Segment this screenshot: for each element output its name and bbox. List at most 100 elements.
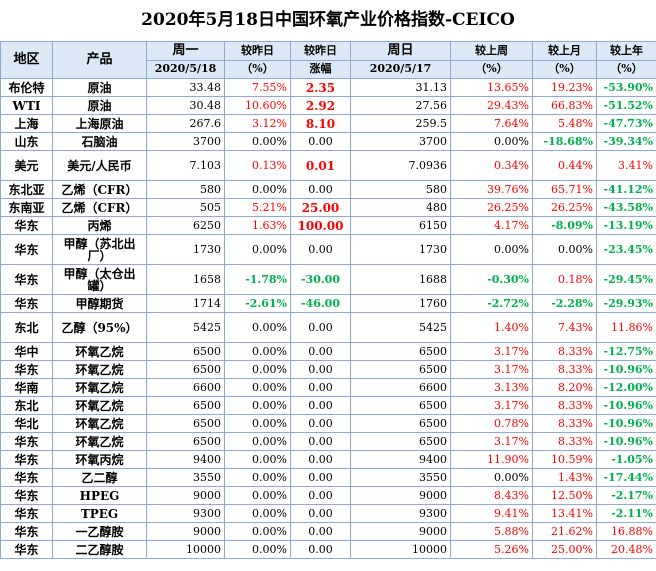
cell-product: 二乙醇胺 (52, 540, 147, 559)
cell-prev-day-pct: 5.21% (224, 198, 291, 217)
cell-prev-day-pct: 0.00% (224, 468, 291, 487)
header-mon: 周一 (146, 41, 225, 61)
cell-prev-month: -2.28% (532, 294, 597, 313)
header-prev-week-unit: （%） (450, 59, 533, 79)
table-row: 东北亚 乙烯（CFR） 580 0.00% 0.00 580 39.76% 65.71% -41… (0, 180, 656, 199)
cell-prev-day-pct: 0.00% (224, 312, 291, 343)
cell-prev-day-chg: 0.00 (290, 378, 351, 397)
table-row: 华东 环氧丙烷 9400 0.00% 0.00 9400 11.90% 10.59% -1.05… (0, 450, 656, 469)
cell-sun-price: 9000 (350, 522, 451, 541)
cell-product: 乙醇（95%） (52, 312, 147, 343)
cell-prev-day-pct: 0.00% (224, 414, 291, 433)
cell-product: TPEG (52, 504, 147, 523)
cell-sun-price: 27.56 (350, 96, 451, 115)
cell-prev-day-chg: 2.35 (290, 78, 351, 97)
cell-product: 乙烯（CFR） (52, 198, 147, 217)
cell-prev-week: 3.13% (450, 378, 533, 397)
cell-sun-price: 5425 (350, 312, 451, 343)
cell-product: 环氧丙烷 (52, 450, 147, 469)
cell-sun-price: 31.13 (350, 78, 451, 97)
header-prev-month: 较上月 (532, 41, 597, 61)
cell-prev-day-chg: 0.00 (290, 504, 351, 523)
cell-prev-year: -2.17% (596, 486, 656, 505)
cell-product: HPEG (52, 486, 147, 505)
cell-prev-month: -8.09% (532, 216, 597, 235)
cell-sun-price: 6600 (350, 378, 451, 397)
cell-prev-year: -39.34% (596, 132, 656, 151)
header-prev-year: 较上年 (596, 41, 656, 61)
table-row: 美元 美元/人民币 7.103 0.13% 0.01 7.0936 0.34% 0.44% 3.… (0, 150, 656, 181)
cell-prev-week: 0.00% (450, 468, 533, 487)
cell-mon-price: 6500 (146, 396, 225, 415)
cell-region: 布伦特 (0, 78, 53, 97)
cell-prev-month: 1.43% (532, 468, 597, 487)
header-region: 地区 (0, 41, 53, 79)
cell-mon-price: 1658 (146, 264, 225, 295)
cell-prev-year: -23.45% (596, 234, 656, 265)
cell-sun-price: 7.0936 (350, 150, 451, 181)
cell-prev-year: -10.96% (596, 396, 656, 415)
header-prev-month-unit: （%） (532, 59, 597, 79)
cell-prev-day-chg: 0.01 (290, 150, 351, 181)
cell-sun-price: 480 (350, 198, 451, 217)
cell-product: 环氧乙烷 (52, 360, 147, 379)
cell-prev-week: 0.34% (450, 150, 533, 181)
cell-prev-month: 10.59% (532, 450, 597, 469)
header-prev-day-chg-sub: 涨幅 (290, 59, 351, 79)
cell-sun-price: 6500 (350, 414, 451, 433)
cell-prev-day-pct: 7.55% (224, 78, 291, 97)
page-title: 2020年5月18日中国环氧产业价格指数-CEICO (0, 0, 656, 41)
cell-sun-price: 3700 (350, 132, 451, 151)
cell-prev-month: 8.33% (532, 414, 597, 433)
cell-prev-day-pct: 0.00% (224, 360, 291, 379)
cell-prev-year: -17.44% (596, 468, 656, 487)
cell-prev-year: -1.05% (596, 450, 656, 469)
cell-prev-year: -29.45% (596, 264, 656, 295)
cell-product: 甲醇（太仓出罐） (52, 264, 147, 295)
cell-mon-price: 6500 (146, 342, 225, 361)
cell-prev-year: -43.58% (596, 198, 656, 217)
cell-prev-year: 3.41% (596, 150, 656, 181)
cell-prev-week: 0.00% (450, 234, 533, 265)
cell-region: 华东 (0, 432, 53, 451)
cell-mon-price: 5425 (146, 312, 225, 343)
cell-region: 华北 (0, 414, 53, 433)
cell-prev-week: 3.17% (450, 360, 533, 379)
cell-region: 美元 (0, 150, 53, 181)
header-sun-date: 2020/5/17 (350, 59, 451, 79)
cell-mon-price: 6500 (146, 360, 225, 379)
cell-prev-day-pct: 0.00% (224, 450, 291, 469)
cell-prev-day-chg: 0.00 (290, 540, 351, 559)
cell-mon-price: 3700 (146, 132, 225, 151)
cell-prev-day-pct: 0.00% (224, 342, 291, 361)
table-row: 华东 环氧乙烷 6500 0.00% 0.00 6500 3.17% 8.33% -10.96% (0, 360, 656, 379)
header-prev-day: 较昨日 (224, 41, 291, 61)
cell-prev-day-pct: 0.00% (224, 180, 291, 199)
cell-prev-day-pct: 0.00% (224, 504, 291, 523)
cell-region: 山东 (0, 132, 53, 151)
header-mon-date: 2020/5/18 (146, 59, 225, 79)
cell-region: 上海 (0, 114, 53, 133)
cell-sun-price: 9000 (350, 486, 451, 505)
cell-prev-month: 13.41% (532, 504, 597, 523)
cell-prev-month: 66.83% (532, 96, 597, 115)
cell-prev-day-pct: 3.12% (224, 114, 291, 133)
cell-sun-price: 10000 (350, 540, 451, 559)
cell-sun-price: 580 (350, 180, 451, 199)
cell-prev-week: 8.43% (450, 486, 533, 505)
cell-region: 东南亚 (0, 198, 53, 217)
cell-prev-year: -10.96% (596, 432, 656, 451)
cell-prev-year: -12.00% (596, 378, 656, 397)
cell-mon-price: 580 (146, 180, 225, 199)
cell-product: 环氧乙烷 (52, 342, 147, 361)
table-row: 华东 甲醇（苏北出厂） 1730 0.00% 0.00 1730 0.00% 0.00% -23… (0, 234, 656, 265)
cell-prev-year: -53.90% (596, 78, 656, 97)
cell-prev-year: -12.75% (596, 342, 656, 361)
cell-mon-price: 3550 (146, 468, 225, 487)
cell-prev-year: -10.96% (596, 360, 656, 379)
table-row: 华东 二乙醇胺 10000 0.00% 0.00 10000 5.26% 25.00% 20.4… (0, 540, 656, 559)
cell-sun-price: 259.5 (350, 114, 451, 133)
table-header: 地区 产品 周一 较昨日 较昨日 周日 较上周 较上月 较上年 2020/5/1… (0, 41, 656, 79)
cell-prev-day-chg: 0.00 (290, 450, 351, 469)
cell-sun-price: 1760 (350, 294, 451, 313)
